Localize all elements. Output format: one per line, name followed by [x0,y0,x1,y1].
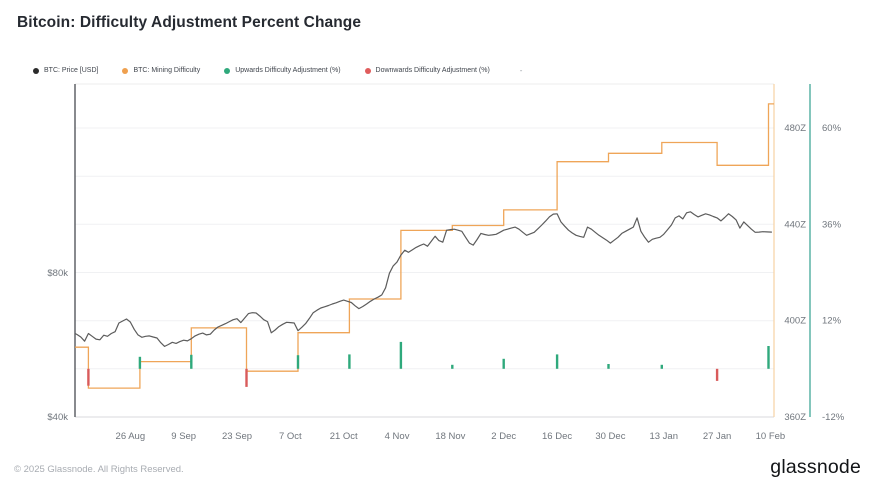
legend-trailing-dash: - [519,66,523,75]
copyright-text: © 2025 Glassnode. All Rights Reserved. [14,464,184,475]
date-axis-tick-label: 18 Nov [435,431,465,442]
legend-item-mining-difficulty[interactable]: BTC: Mining Difficulty [122,67,200,74]
legend-item-label: Downwards Difficulty Adjustment (%) [375,67,490,74]
legend-item-label: BTC: Mining Difficulty [133,67,201,74]
mining-difficulty-step-line[interactable] [75,103,774,389]
legend-item-label: Upwards Difficulty Adjustment (%) [235,67,341,74]
date-axis-tick-label: 30 Dec [595,431,625,442]
date-axis-tick-label: 9 Sep [171,431,196,442]
percent-axis-tick-label: 60% [822,123,842,134]
date-axis-tick-label: 16 Dec [542,431,572,442]
date-axis-tick-label: 21 Oct [330,431,358,442]
difficulty-axis-tick-label: 360Z [784,412,806,423]
date-axis-tick-label: 23 Sep [222,431,252,442]
percent-axis-tick-label: 12% [822,316,842,327]
difficulty-axis-tick-label: 480Z [784,123,806,134]
difficulty-axis-tick-label: 440Z [784,219,806,230]
legend-item-downwards-adjustment[interactable]: Downwards Difficulty Adjustment (%) [364,67,490,74]
price-axis-tick-label: $80k [47,268,68,279]
btc-price-line[interactable] [74,211,772,347]
legend-item-label: BTC: Price [USD] [44,67,99,74]
legend-marker-dot [122,67,129,74]
glassnode-logo[interactable]: glassnode [770,456,861,478]
difficulty-axis-tick-label: 400Z [784,316,806,327]
price-axis-tick-label: $40k [47,412,68,423]
difficulty-chart-canvas[interactable]: $80k $40k 480Z 440Z 400Z 360Z 60% 36% 12% -12% 26 … [0,0,877,452]
date-axis-tick-label: 26 Aug [116,431,146,442]
date-axis-tick-label: 27 Jan [703,431,732,442]
percent-axis-tick-label: 36% [822,219,842,230]
legend-marker-dot [364,67,371,74]
legend-marker-dot [224,67,231,74]
date-axis-tick-label: 4 Nov [385,431,410,442]
percent-axis-tick-label: -12% [822,412,845,423]
date-axis-tick-label: 10 Feb [756,431,786,442]
date-axis-tick-label: 13 Jan [649,431,678,442]
date-axis-tick-label: 7 Oct [279,431,302,442]
page-title: Bitcoin: Difficulty Adjustment Percent C… [17,14,362,31]
legend-item-upwards-adjustment[interactable]: Upwards Difficulty Adjustment (%) [224,67,341,74]
date-axis-tick-label: 2 Dec [491,431,516,442]
legend-marker-dot [33,67,39,74]
chart-legend: BTC: Price [USD] BTC: Mining Difficulty Up… [33,66,522,75]
legend-item-btc-price[interactable]: BTC: Price [USD] [33,67,98,74]
